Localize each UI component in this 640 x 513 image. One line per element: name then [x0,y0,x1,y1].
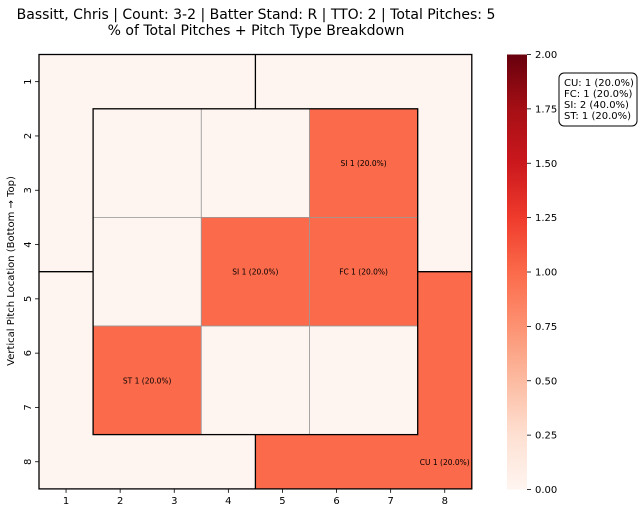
y-tick-label: 3 [23,187,34,193]
y-tick-label: 6 [23,350,34,356]
colorbar-tick-label: 2.00 [535,50,557,61]
x-tick-label: 7 [387,496,393,507]
y-tick-label: 1 [23,78,34,84]
chart-subtitle: % of Total Pitches + Pitch Type Breakdow… [108,23,405,39]
colorbar-tick-label: 1.50 [535,159,557,170]
cell-label-inner-r2c2: SI 1 (20.0%) [232,268,278,277]
colorbar-tick-label: 0.25 [535,431,557,442]
cell-label-outer-bottom-right: CU 1 (20.0%) [420,458,470,467]
y-axis-label: Vertical Pitch Location (Bottom → Top) [6,176,17,366]
x-tick-label: 2 [117,496,123,507]
y-tick-label: 4 [23,241,34,247]
zone-cell-inner-r1c2 [200,108,310,218]
legend-entry: ST: 1 (20.0%) [564,111,631,122]
zone-cell-inner-r1c3 [309,108,419,218]
plot-area: SI 1 (20.0%) SI 1 (20.0%) FC 1 (20.0%) ST 1… [23,53,473,507]
colorbar-tick-label: 1.25 [535,213,557,224]
colorbar: 0.00 0.25 0.50 0.75 1.00 1.25 1.50 1.75 2.00 [507,50,557,496]
colorbar-tick-label: 1.00 [535,268,557,279]
colorbar-gradient [507,54,527,490]
pitch-type-legend: CU: 1 (20.0%)FC: 1 (20.0%)SI: 2 (40.0%)S… [558,72,638,127]
colorbar-tick-label: 0.50 [535,376,557,387]
cell-label-inner-r3c1: ST 1 (20.0%) [123,376,172,385]
colorbar-tick-label: 0.00 [535,485,557,496]
zone-cell-inner-r2c3 [309,216,419,327]
colorbar-tick-label: 1.75 [535,104,557,115]
legend-entry: SI: 2 (40.0%) [564,100,629,111]
legend-entry: CU: 1 (20.0%) [564,78,634,89]
zone-cell-inner-r2c1 [92,216,202,327]
legend-entry: FC: 1 (20.0%) [564,89,632,100]
x-tick-label: 8 [442,496,448,507]
zone-cell-inner-r3c2 [200,325,310,435]
zone-cell-inner-r3c1 [92,325,202,435]
x-tick-label: 4 [225,496,231,507]
x-tick-label: 3 [171,496,177,507]
y-tick-label: 8 [23,459,34,465]
y-tick-label: 2 [23,133,34,139]
legend-box [558,72,638,127]
colorbar-tick-label: 0.75 [535,322,557,333]
cell-label-inner-r1c3: SI 1 (20.0%) [340,159,386,168]
x-tick-label: 5 [279,496,285,507]
chart-title: Bassitt, Chris | Count: 3-2 | Batter Sta… [17,7,496,23]
zone-cell-inner-r3c3 [309,325,419,435]
x-tick-label: 1 [63,496,69,507]
cell-label-inner-r2c3: FC 1 (20.0%) [339,268,388,277]
y-tick-label: 5 [23,296,34,302]
zone-cell-inner-r1c1 [92,108,202,218]
plot-frame [38,53,473,490]
x-tick-label: 6 [333,496,339,507]
y-tick-label: 7 [23,404,34,410]
